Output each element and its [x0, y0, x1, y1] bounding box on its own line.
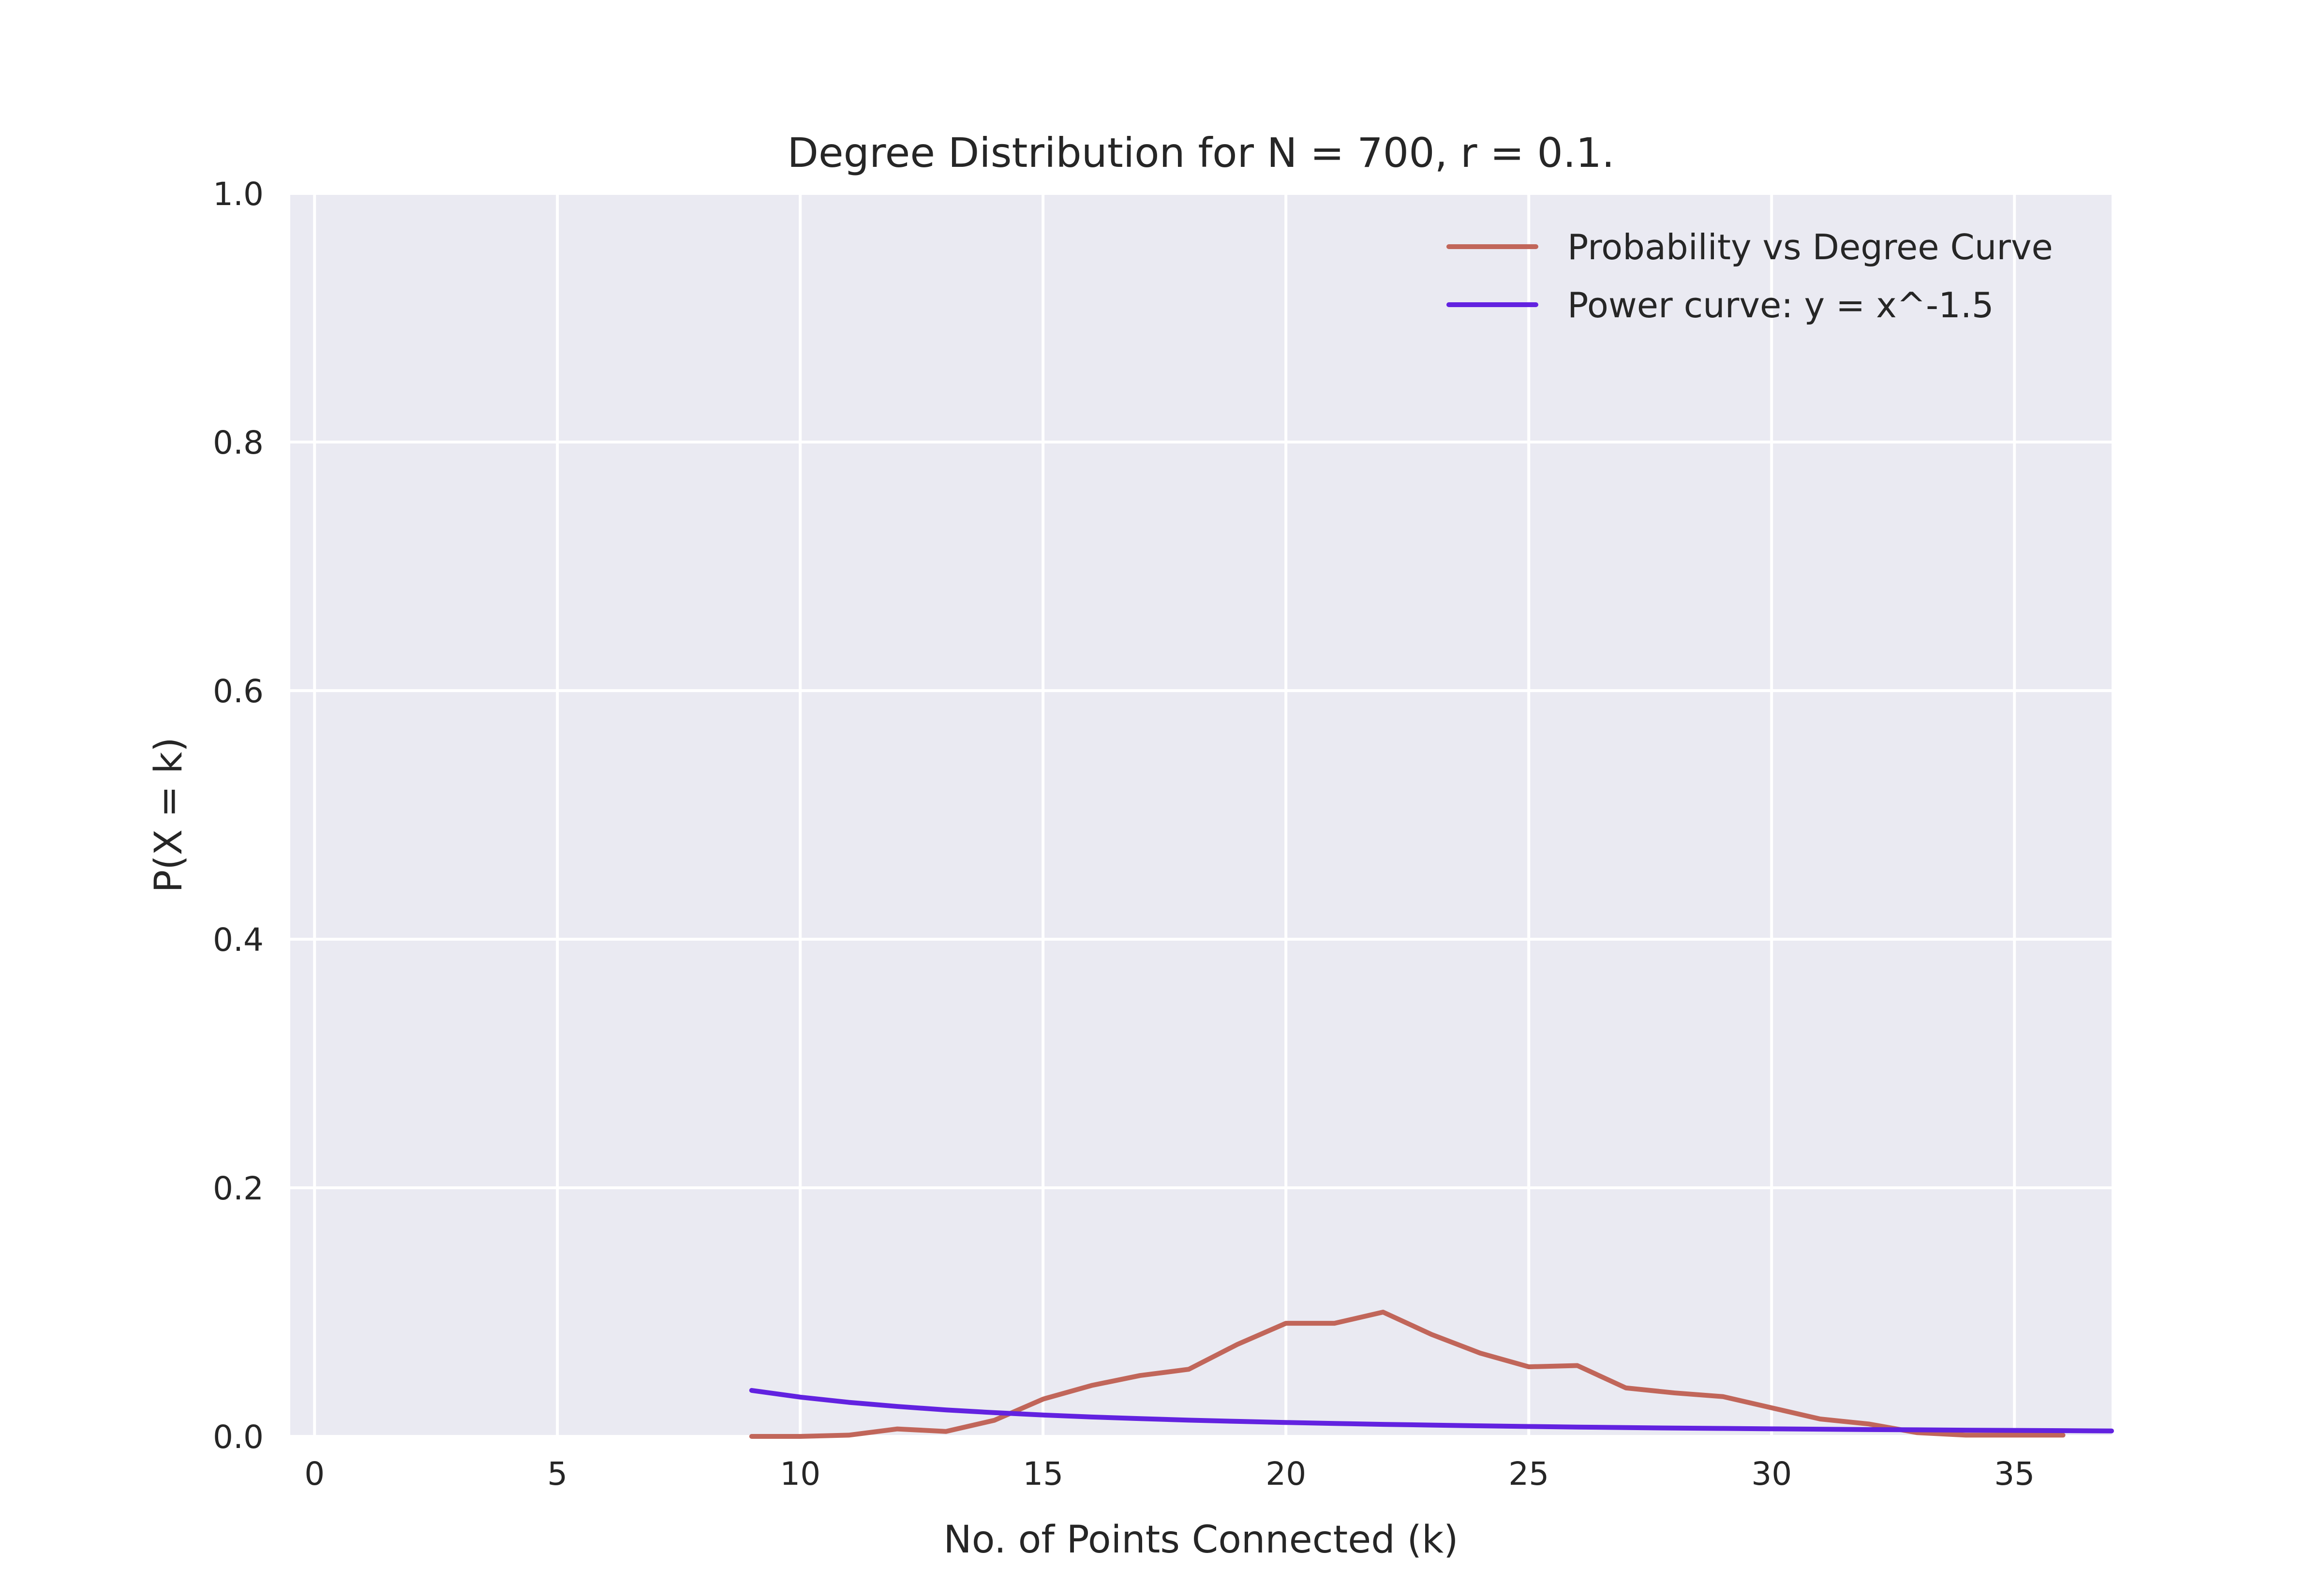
tick-labels: 0 5 10 15 20 25 30 35 0.0 0.2 0.4 0.6 0.8 1.0: [213, 176, 2035, 1493]
y-tick-label: 0.8: [213, 424, 264, 461]
legend: Probability vs Degree Curve Power curve: …: [1446, 227, 2053, 325]
series-line-2: [749, 1388, 2114, 1433]
series-lines: [749, 1310, 2114, 1439]
x-tick-label: 35: [1994, 1455, 2035, 1493]
y-tick-label: 0.4: [213, 921, 264, 959]
series-line-1: [749, 1310, 2066, 1439]
x-tick-label: 20: [1265, 1455, 1306, 1493]
plot-area: [290, 193, 2112, 1436]
x-tick-label: 15: [1023, 1455, 1063, 1493]
y-tick-label: 0.2: [213, 1170, 264, 1207]
grid-lines: [290, 192, 2112, 1438]
legend-entry-label: Probability vs Degree Curve: [1567, 227, 2053, 267]
legend-entry-label: Power curve: y = x^-1.5: [1567, 285, 1994, 325]
x-tick-label: 5: [547, 1455, 567, 1493]
y-tick-label: 0.6: [213, 673, 264, 710]
y-axis-label: P(X = k): [147, 737, 191, 892]
x-tick-label: 10: [780, 1455, 820, 1493]
chart-title: Degree Distribution for N = 700, r = 0.1…: [787, 129, 1614, 177]
x-tick-label: 0: [304, 1455, 325, 1493]
y-tick-label: 1.0: [213, 176, 264, 213]
y-tick-label: 0.0: [213, 1419, 264, 1456]
x-tick-label: 30: [1751, 1455, 1792, 1493]
x-axis-label: No. of Points Connected (k): [943, 1518, 1458, 1562]
x-tick-label: 25: [1508, 1455, 1549, 1493]
